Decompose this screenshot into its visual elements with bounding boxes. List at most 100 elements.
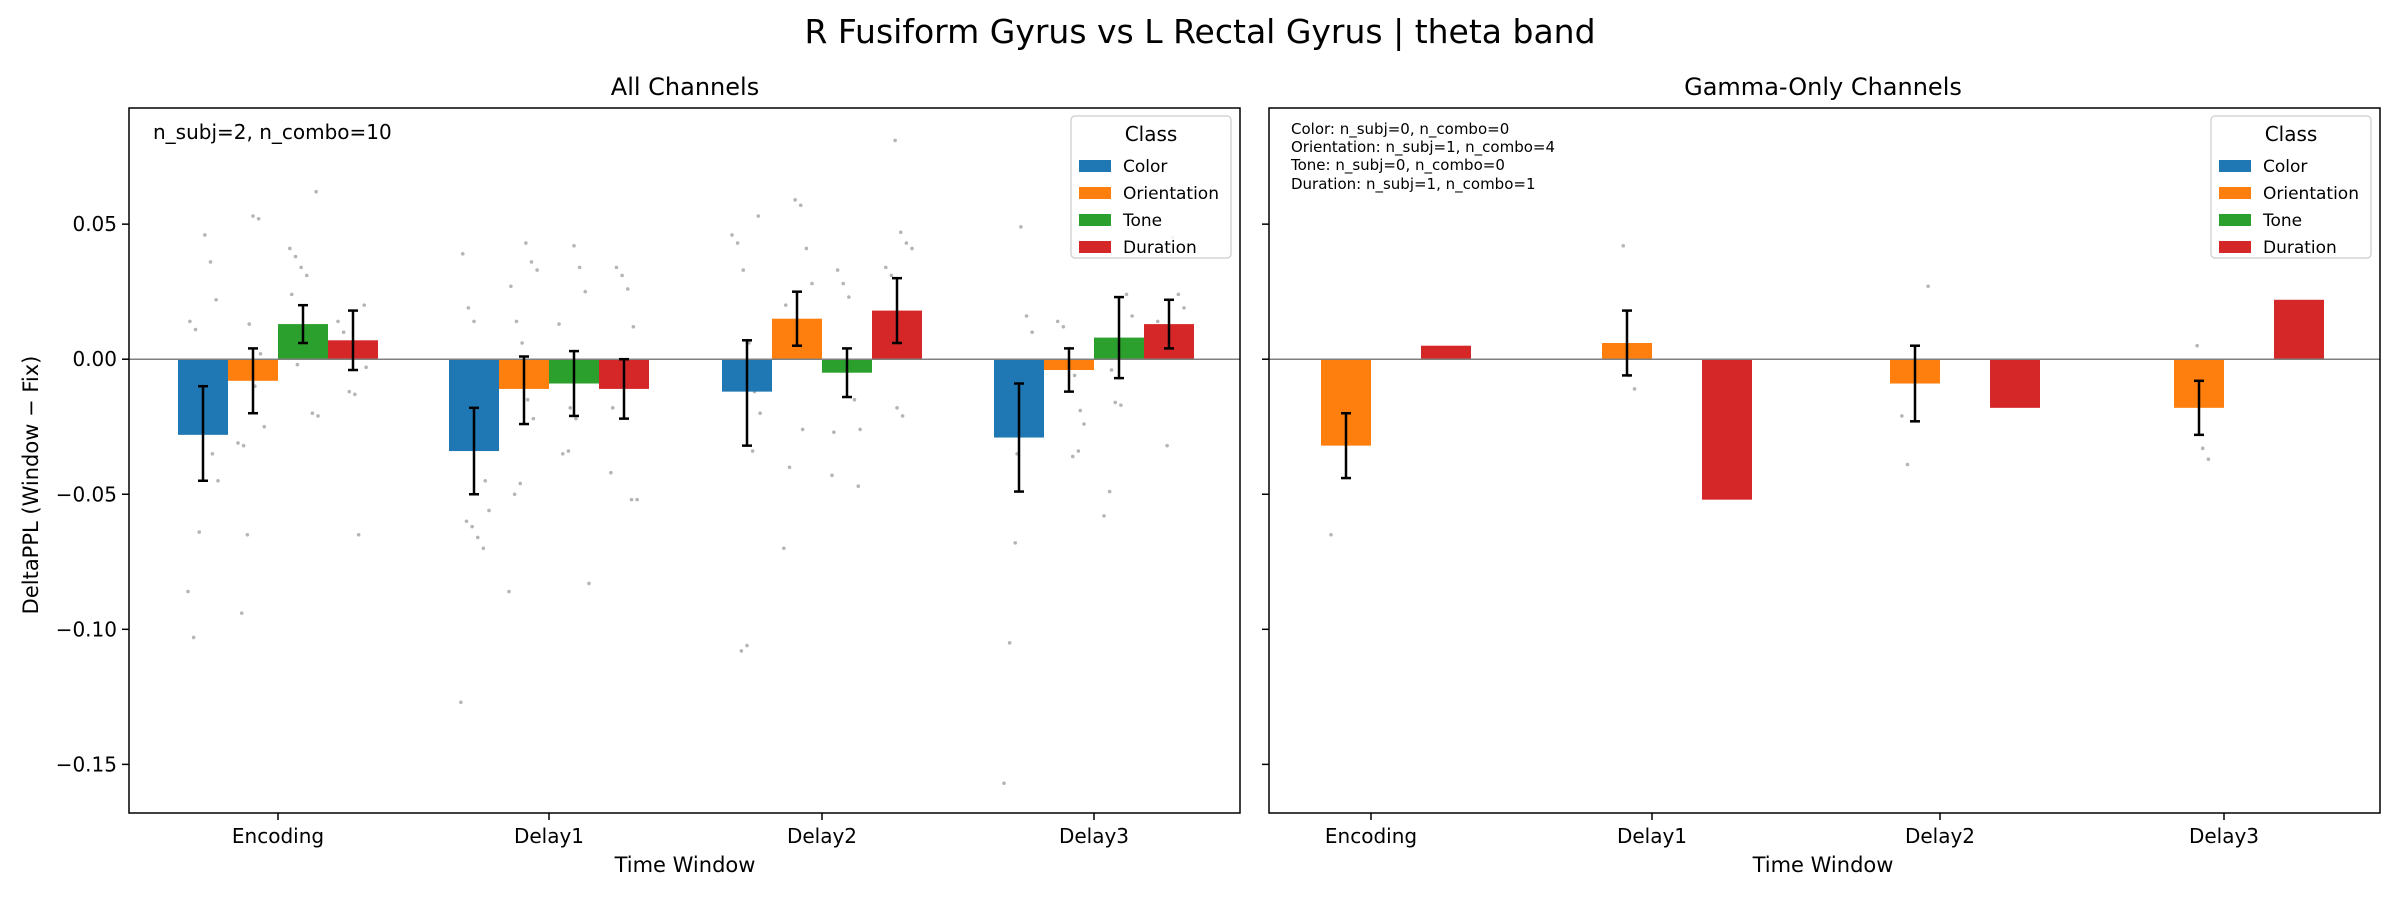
legend-swatch-color	[2219, 160, 2251, 172]
data-point	[1013, 541, 1018, 545]
data-point	[241, 443, 246, 448]
data-point	[529, 260, 534, 264]
data-point	[347, 389, 352, 394]
bar-duration-delay1	[1702, 359, 1752, 500]
legend-label-color: Color	[1123, 157, 1167, 177]
data-point	[197, 530, 202, 534]
panel-gamma-only-channels: Gamma-Only Channels Time Window Color: n…	[1262, 73, 2381, 877]
legend-label-color: Color	[2263, 157, 2307, 177]
data-point	[745, 643, 749, 648]
data-point	[487, 508, 491, 513]
data-point	[793, 198, 797, 202]
x-tick-label: Delay1	[514, 824, 584, 848]
data-point	[730, 233, 734, 237]
data-point	[507, 589, 511, 594]
y-tick-label: −0.15	[56, 752, 117, 776]
data-point	[262, 424, 267, 429]
data-point	[1329, 532, 1333, 537]
bar-duration-encoding	[1421, 345, 1471, 360]
data-point	[739, 649, 744, 653]
legend-label-duration: Duration	[1123, 238, 1197, 258]
y-tick-label: −0.10	[56, 617, 117, 641]
panel-all-channels: All Channels Time Window n_subj=2, n_com…	[56, 73, 1241, 877]
data-point	[1182, 306, 1186, 310]
data-point	[610, 406, 615, 410]
data-point	[203, 233, 207, 237]
data-point	[1905, 462, 1910, 467]
data-point	[251, 214, 255, 218]
annotation-line: Orientation: n_subj=1, n_combo=4	[1291, 138, 1555, 157]
x-tick-label: Delay2	[1905, 824, 1975, 848]
data-point	[583, 289, 588, 294]
data-point	[750, 449, 755, 453]
data-point	[193, 327, 198, 332]
data-point	[1072, 373, 1077, 378]
data-point	[800, 427, 805, 432]
x-tick-label: Encoding	[232, 824, 324, 848]
data-point	[236, 441, 240, 445]
plot-area: Encoding Delay1 Delay2 Delay3 Class Color Orie…	[1262, 107, 2381, 848]
data-point	[572, 243, 576, 248]
legend-swatch-tone	[1079, 214, 1111, 226]
data-point	[741, 268, 746, 272]
data-point	[2200, 446, 2205, 451]
x-tick-label: Encoding	[1325, 824, 1417, 848]
data-point	[299, 265, 303, 270]
plot-area: 0.05 0.00 −0.05 −0.10 −0.15 Encoding Delay1 Del…	[56, 107, 1241, 848]
legend-title: Class	[2265, 122, 2318, 146]
data-point	[310, 411, 315, 416]
data-point	[830, 473, 834, 478]
data-point	[216, 478, 220, 483]
legend-title: Class	[1125, 122, 1178, 146]
y-tick-label: −0.05	[56, 482, 117, 506]
data-point	[1176, 292, 1181, 297]
data-point	[256, 216, 261, 221]
data-point	[514, 319, 519, 324]
data-point	[574, 416, 578, 421]
data-point	[1926, 284, 1930, 289]
data-point	[2195, 343, 2199, 348]
data-point	[247, 322, 252, 326]
data-point	[625, 287, 630, 291]
data-point	[735, 241, 740, 245]
data-point	[557, 322, 561, 326]
data-point	[336, 319, 340, 324]
bar-duration-delay3	[2274, 299, 2324, 360]
data-point	[560, 451, 565, 456]
data-point	[188, 319, 192, 324]
data-point	[214, 297, 218, 302]
data-point	[353, 392, 357, 397]
data-point	[858, 427, 862, 432]
data-point	[782, 546, 786, 551]
data-point	[620, 273, 624, 278]
data-point	[1632, 387, 1637, 391]
data-point	[900, 414, 905, 418]
data-point	[362, 303, 367, 307]
data-point	[835, 268, 840, 272]
x-tick-label: Delay2	[787, 824, 857, 848]
data-point	[1024, 314, 1029, 318]
data-point	[810, 281, 814, 286]
x-tick-label: Delay3	[1059, 824, 1129, 848]
data-point	[1076, 449, 1081, 453]
legend-label-orientation: Orientation	[1123, 184, 1219, 204]
x-axis-label: Time Window	[614, 853, 756, 877]
data-point	[629, 497, 634, 502]
data-point	[1030, 330, 1034, 334]
annotation-line: Tone: n_subj=0, n_combo=0	[1290, 156, 1505, 175]
data-point	[525, 397, 530, 402]
data-point	[466, 306, 471, 310]
data-point	[852, 397, 857, 402]
data-point	[631, 324, 636, 329]
data-point	[1061, 324, 1066, 329]
data-point	[289, 292, 294, 297]
data-point	[787, 465, 792, 470]
data-point	[758, 411, 762, 416]
data-point	[341, 330, 346, 334]
data-point	[798, 203, 803, 208]
data-point	[1155, 319, 1160, 324]
data-point	[293, 254, 298, 259]
data-point	[472, 319, 476, 324]
data-point	[1019, 225, 1023, 229]
